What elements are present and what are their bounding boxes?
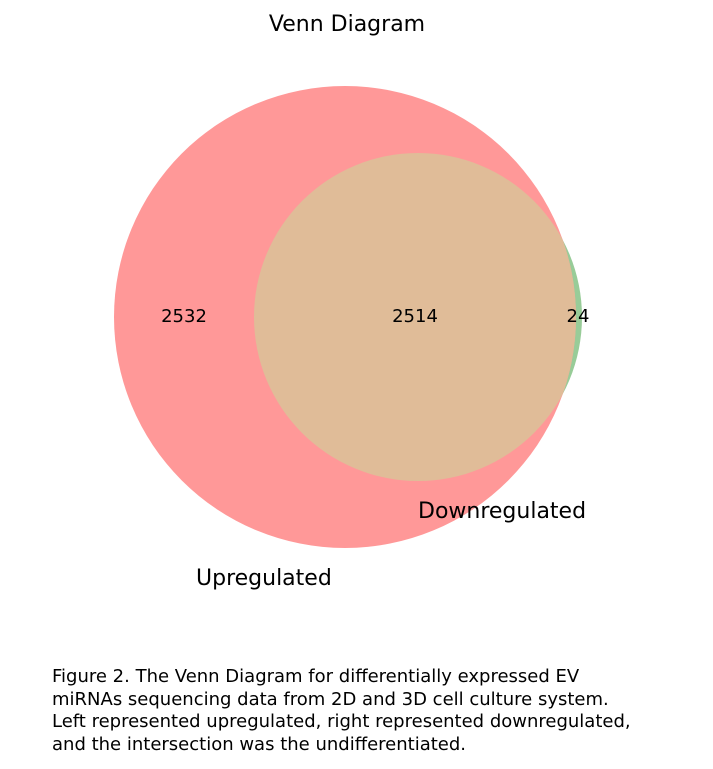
upregulated-label: Upregulated [196, 566, 332, 591]
diagram-title: Venn Diagram [268, 12, 426, 37]
figure-caption: Figure 2. The Venn Diagram for different… [52, 666, 702, 756]
downregulated-only-count: 24 [566, 306, 590, 327]
upregulated-only-count: 2532 [161, 306, 207, 327]
venn-diagram [114, 86, 582, 548]
downregulated-label: Downregulated [418, 499, 587, 524]
intersection-count: 2514 [392, 306, 438, 327]
caption-line: Figure 2. The Venn Diagram for different… [52, 666, 580, 687]
intersection-region [254, 153, 576, 481]
caption-line: and the intersection was the undifferent… [52, 733, 467, 755]
caption-line: miRNAs sequencing data from 2D and 3D ce… [52, 688, 609, 710]
caption-line: Left represented upregulated, right repr… [52, 711, 631, 732]
